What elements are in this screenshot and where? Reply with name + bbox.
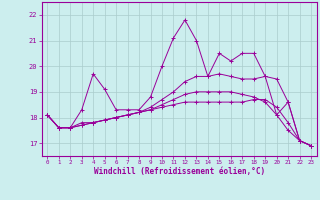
X-axis label: Windchill (Refroidissement éolien,°C): Windchill (Refroidissement éolien,°C): [94, 167, 265, 176]
